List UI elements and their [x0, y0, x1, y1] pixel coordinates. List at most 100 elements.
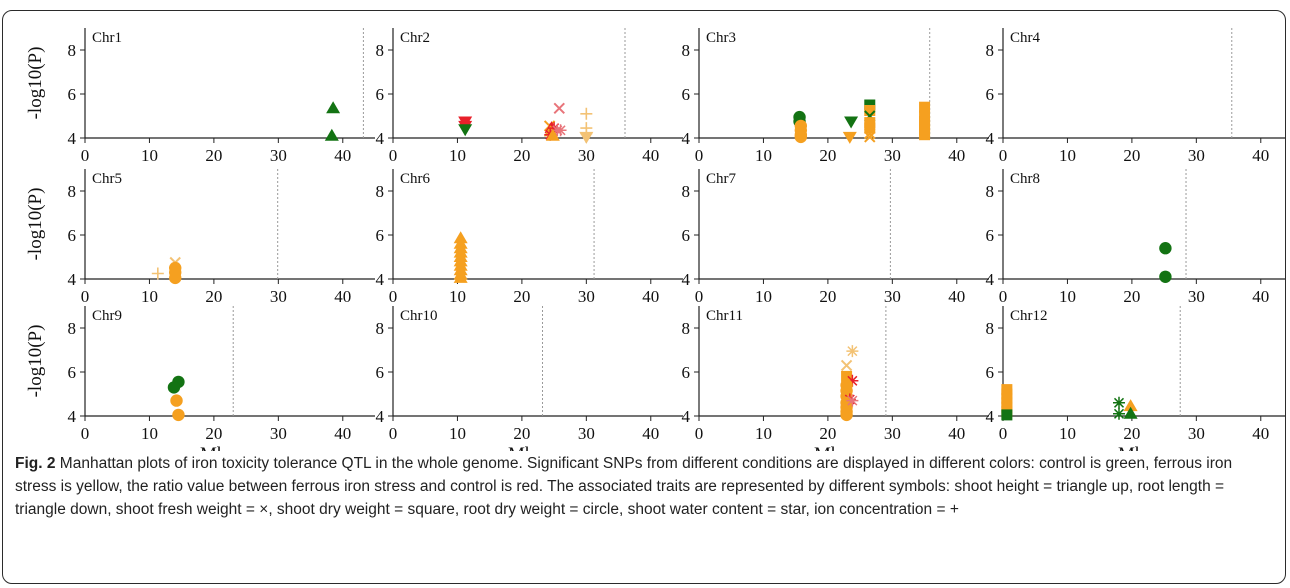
- x-tick-label: 10: [1059, 146, 1076, 165]
- x-tick-label: 20: [1123, 424, 1140, 443]
- x-tick-label: 10: [141, 424, 158, 443]
- data-point: [170, 394, 183, 407]
- x-tick-label: 30: [578, 287, 595, 306]
- x-tick-label: 20: [205, 287, 222, 306]
- panel-label: Chr2: [400, 30, 430, 46]
- caption-label: Fig. 2: [15, 455, 56, 472]
- data-point: [1123, 399, 1138, 412]
- x-tick-label: 40: [334, 287, 351, 306]
- data-point: [1001, 409, 1013, 421]
- data-point: [864, 105, 876, 116]
- x-tick-label: 30: [578, 424, 595, 443]
- x-tick-label: 30: [884, 287, 901, 306]
- x-tick-label: 10: [1059, 424, 1076, 443]
- panel-label: Chr12: [1010, 308, 1048, 324]
- x-tick-label: 30: [1188, 287, 1205, 306]
- x-tick-label: 0: [999, 424, 1008, 443]
- y-tick-label: 6: [68, 226, 77, 245]
- data-point: [1113, 407, 1125, 420]
- data-point: [864, 131, 876, 143]
- x-tick-label: 20: [1123, 146, 1140, 165]
- x-tick-label: 20: [819, 424, 836, 443]
- panel-chr3: 4 6 8 0 10 20 30 40 Chr3: [682, 26, 989, 165]
- data-point: [794, 130, 808, 144]
- panel-label: Chr7: [706, 171, 737, 187]
- y-tick-label: 6: [682, 363, 691, 382]
- y-tick-label: 8: [68, 319, 77, 338]
- data-point: [167, 381, 181, 394]
- x-axis-label: Mbp: [200, 444, 236, 451]
- x-tick-label: 40: [642, 287, 659, 306]
- x-tick-label: 20: [513, 146, 530, 165]
- data-point: [554, 124, 567, 137]
- x-tick-label: 0: [81, 424, 90, 443]
- x-tick-label: 10: [449, 424, 466, 443]
- x-tick-label: 30: [270, 287, 287, 306]
- x-tick-label: 20: [205, 424, 222, 443]
- x-tick-label: 40: [334, 424, 351, 443]
- caption-text: Manhattan plots of iron toxicity toleran…: [15, 455, 1233, 518]
- x-tick-label: 20: [819, 287, 836, 306]
- y-tick-label: 4: [68, 407, 77, 426]
- x-tick-label: 30: [884, 146, 901, 165]
- x-tick-label: 10: [755, 146, 772, 165]
- x-tick-label: 40: [1252, 287, 1269, 306]
- y-tick-label: 6: [376, 85, 385, 104]
- y-tick-label: 4: [986, 270, 995, 289]
- x-tick-label: 20: [1123, 287, 1140, 306]
- x-axis-label: Mbp: [508, 444, 544, 451]
- x-tick-label: 40: [948, 287, 965, 306]
- data-point: [844, 116, 859, 129]
- y-axis-label: -log10(P): [25, 188, 46, 261]
- data-point: [1159, 242, 1172, 255]
- y-tick-label: 8: [682, 182, 691, 201]
- data-point: [169, 271, 182, 285]
- x-tick-label: 40: [1252, 146, 1269, 165]
- data-point: [846, 394, 859, 407]
- figure-frame: 4 6 8 0 10 20 30 40 Chr1 -log10(P) 4 6 8 0 10 20 30 40 Chr…: [2, 10, 1286, 584]
- y-axis-label: -log10(P): [25, 325, 46, 398]
- x-tick-label: 20: [513, 287, 530, 306]
- y-tick-label: 6: [986, 85, 995, 104]
- x-tick-label: 10: [449, 146, 466, 165]
- data-point: [151, 267, 164, 280]
- y-tick-label: 4: [682, 407, 691, 426]
- x-tick-label: 10: [141, 287, 158, 306]
- data-point: [580, 107, 593, 120]
- x-tick-label: 40: [334, 146, 351, 165]
- panel-chr2: 4 6 8 0 10 20 30 40 Chr2: [376, 26, 683, 165]
- x-tick-label: 40: [642, 146, 659, 165]
- x-tick-label: 0: [695, 146, 704, 165]
- x-axis-label: Mbp: [814, 444, 850, 451]
- data-point: [172, 408, 185, 422]
- x-tick-label: 30: [578, 146, 595, 165]
- y-tick-label: 6: [68, 85, 77, 104]
- y-tick-label: 8: [376, 319, 385, 338]
- x-tick-label: 10: [141, 146, 158, 165]
- x-tick-label: 30: [1188, 146, 1205, 165]
- data-point: [1123, 406, 1138, 419]
- x-tick-label: 20: [205, 146, 222, 165]
- panel-label: Chr1: [92, 30, 122, 46]
- data-point: [579, 131, 594, 144]
- data-point: [846, 345, 859, 358]
- data-point: [1159, 270, 1172, 283]
- x-tick-label: 40: [948, 146, 965, 165]
- data-point: [545, 128, 560, 141]
- x-axis-label: Mbp: [1118, 444, 1154, 451]
- data-point: [553, 102, 565, 115]
- y-tick-label: 8: [986, 41, 995, 60]
- panel-label: Chr10: [400, 308, 438, 324]
- x-tick-label: 0: [695, 424, 704, 443]
- x-tick-label: 40: [1252, 424, 1269, 443]
- y-tick-label: 4: [682, 129, 691, 148]
- y-tick-label: 6: [376, 226, 385, 245]
- panel-chr1: 4 6 8 0 10 20 30 40 Chr1 -log10(P): [25, 26, 375, 165]
- panel-chr8: 4 6 8 0 10 20 30 40 Chr8: [986, 167, 1285, 306]
- y-tick-label: 4: [986, 129, 995, 148]
- x-tick-label: 0: [695, 287, 704, 306]
- x-tick-label: 0: [81, 146, 90, 165]
- x-tick-label: 10: [755, 424, 772, 443]
- x-tick-label: 0: [999, 287, 1008, 306]
- data-point: [840, 408, 853, 422]
